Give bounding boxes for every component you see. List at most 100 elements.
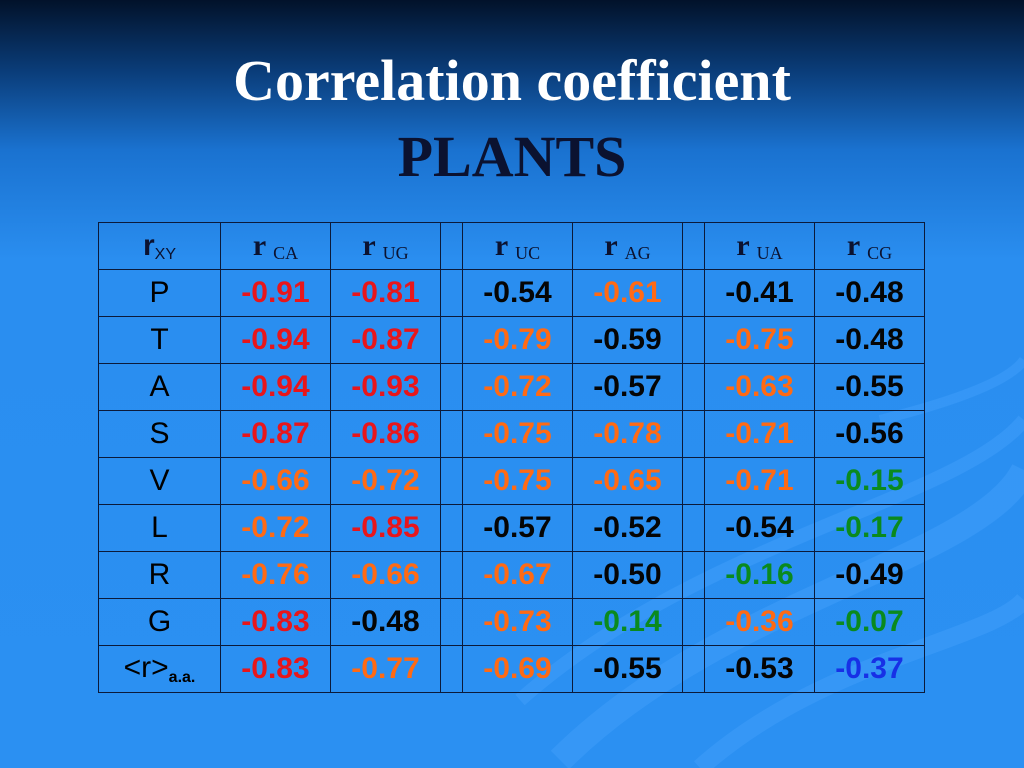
table-cell: -0.94 xyxy=(220,363,331,411)
table-cell: -0.72 xyxy=(220,504,331,552)
table-cell: -0.41 xyxy=(704,269,815,317)
gap-cell xyxy=(682,457,705,505)
gap-cell xyxy=(682,598,705,646)
table-cell: -0.72 xyxy=(462,363,573,411)
table-cell: -0.93 xyxy=(330,363,441,411)
table-cell: -0.72 xyxy=(330,457,441,505)
header-gap xyxy=(440,222,463,270)
table-cell: -0.85 xyxy=(330,504,441,552)
header-col: r AG xyxy=(572,222,683,270)
gap-cell xyxy=(682,551,705,599)
table-cell: -0.75 xyxy=(462,410,573,458)
table-cell: -0.57 xyxy=(462,504,573,552)
table-cell: -0.55 xyxy=(814,363,925,411)
gap-cell xyxy=(440,551,463,599)
table-cell: -0.86 xyxy=(330,410,441,458)
table-row: G -0.83 -0.48 -0.73 -0.14 -0.36 -0.07 xyxy=(98,598,925,646)
table-cell: -0.57 xyxy=(572,363,683,411)
gap-cell xyxy=(682,363,705,411)
table-cell: -0.71 xyxy=(704,410,815,458)
table-cell: -0.94 xyxy=(220,316,331,364)
table-cell: -0.15 xyxy=(814,457,925,505)
table-cell: -0.71 xyxy=(704,457,815,505)
table-cell: -0.07 xyxy=(814,598,925,646)
gap-cell xyxy=(682,269,705,317)
row-label: L xyxy=(98,504,221,552)
table-cell: -0.67 xyxy=(462,551,573,599)
gap-cell xyxy=(682,316,705,364)
table-cell: -0.87 xyxy=(220,410,331,458)
table-cell: -0.48 xyxy=(814,269,925,317)
header-col: r UC xyxy=(462,222,573,270)
gap-cell xyxy=(440,316,463,364)
gap-cell xyxy=(440,504,463,552)
table-row: T -0.94 -0.87 -0.79 -0.59 -0.75 -0.48 xyxy=(98,316,925,364)
header-col: r CG xyxy=(814,222,925,270)
table-cell: -0.87 xyxy=(330,316,441,364)
table-cell: -0.36 xyxy=(704,598,815,646)
table-cell: -0.83 xyxy=(220,645,331,693)
table-row: L -0.72 -0.85 -0.57 -0.52 -0.54 -0.17 xyxy=(98,504,925,552)
table-cell: -0.81 xyxy=(330,269,441,317)
slide-title: Correlation coefficient xyxy=(233,48,791,113)
header-col: r CA xyxy=(220,222,331,270)
gap-cell xyxy=(682,504,705,552)
table-row: A -0.94 -0.93 -0.72 -0.57 -0.63 -0.55 xyxy=(98,363,925,411)
gap-cell xyxy=(440,269,463,317)
header-col: r UG xyxy=(330,222,441,270)
table-cell: -0.63 xyxy=(704,363,815,411)
gap-cell xyxy=(682,645,705,693)
table-cell: -0.55 xyxy=(572,645,683,693)
row-label: G xyxy=(98,598,221,646)
row-label: <r>a.a. xyxy=(98,645,221,693)
table-cell: -0.49 xyxy=(814,551,925,599)
table-row: <r>a.a. -0.83 -0.77 -0.69 -0.55 -0.53 -0.37 xyxy=(98,645,925,693)
gap-cell xyxy=(440,363,463,411)
row-label: T xyxy=(98,316,221,364)
gap-cell xyxy=(440,645,463,693)
slide-subtitle: PLANTS xyxy=(397,124,627,189)
table-cell: -0.37 xyxy=(814,645,925,693)
table-cell: -0.83 xyxy=(220,598,331,646)
table-row: S -0.87 -0.86 -0.75 -0.78 -0.71 -0.56 xyxy=(98,410,925,458)
table-cell: -0.79 xyxy=(462,316,573,364)
table-cell: -0.61 xyxy=(572,269,683,317)
gap-cell xyxy=(440,457,463,505)
gap-cell xyxy=(440,598,463,646)
gap-cell xyxy=(440,410,463,458)
row-label: V xyxy=(98,457,221,505)
table-cell: -0.66 xyxy=(220,457,331,505)
table-cell: -0.53 xyxy=(704,645,815,693)
table-cell: -0.54 xyxy=(704,504,815,552)
table-cell: -0.14 xyxy=(572,598,683,646)
table-cell: -0.75 xyxy=(704,316,815,364)
correlation-table: rXY r CA r UG r UC r AG r UA r CG P -0.91… xyxy=(98,222,925,693)
table-cell: -0.59 xyxy=(572,316,683,364)
table-body: P -0.91 -0.81 -0.54 -0.61 -0.41 -0.48 T -0.94 -0.… xyxy=(98,269,925,693)
table-row: P -0.91 -0.81 -0.54 -0.61 -0.41 -0.48 xyxy=(98,269,925,317)
table-cell: -0.48 xyxy=(814,316,925,364)
row-label: R xyxy=(98,551,221,599)
table-row: V -0.66 -0.72 -0.75 -0.65 -0.71 -0.15 xyxy=(98,457,925,505)
header-col: r UA xyxy=(704,222,815,270)
table-cell: -0.76 xyxy=(220,551,331,599)
table-cell: -0.77 xyxy=(330,645,441,693)
table-cell: -0.17 xyxy=(814,504,925,552)
table-cell: -0.73 xyxy=(462,598,573,646)
table-row: R -0.76 -0.66 -0.67 -0.50 -0.16 -0.49 xyxy=(98,551,925,599)
table-cell: -0.78 xyxy=(572,410,683,458)
row-label: A xyxy=(98,363,221,411)
table-cell: -0.50 xyxy=(572,551,683,599)
header-rxy: rXY xyxy=(98,222,221,270)
table-cell: -0.66 xyxy=(330,551,441,599)
table-cell: -0.75 xyxy=(462,457,573,505)
header-gap xyxy=(682,222,705,270)
table-cell: -0.52 xyxy=(572,504,683,552)
table-cell: -0.91 xyxy=(220,269,331,317)
table-cell: -0.48 xyxy=(330,598,441,646)
table-cell: -0.54 xyxy=(462,269,573,317)
row-label: P xyxy=(98,269,221,317)
gap-cell xyxy=(682,410,705,458)
table-header-row: rXY r CA r UG r UC r AG r UA r CG xyxy=(98,222,925,270)
table-cell: -0.56 xyxy=(814,410,925,458)
